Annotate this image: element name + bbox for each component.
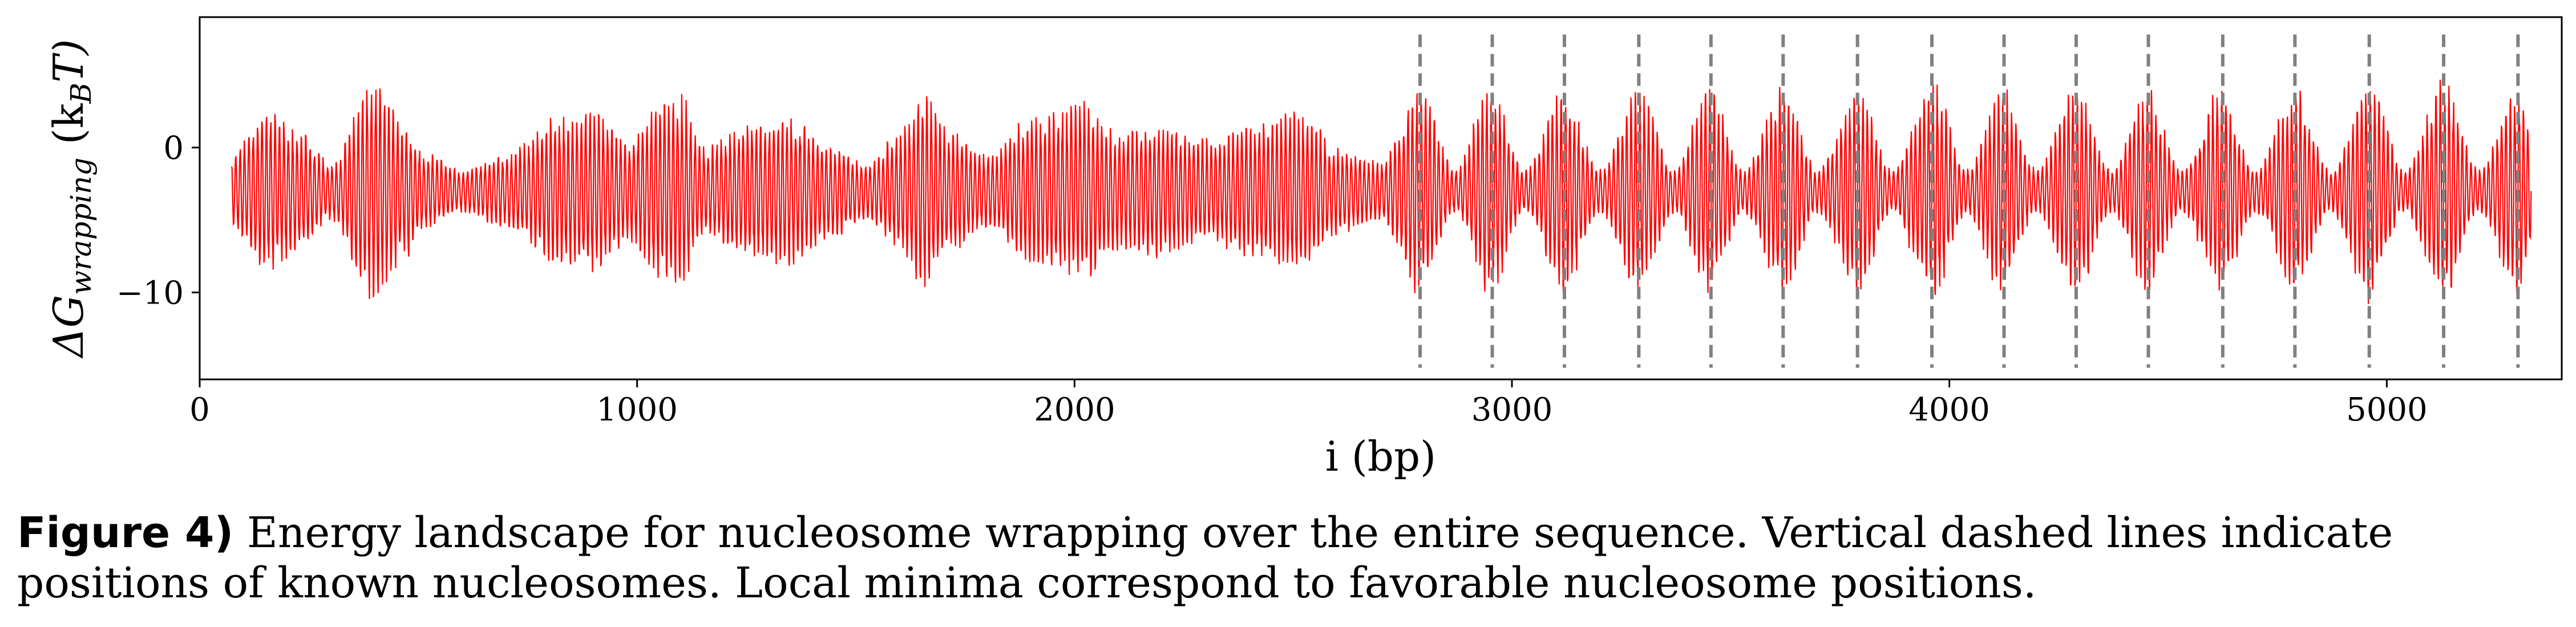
x-tick-label: 4000 <box>1908 391 1990 428</box>
caption-line-2: positions of known nucleosomes. Local mi… <box>17 559 2037 608</box>
y-axis-label-unit-subscript: B <box>64 83 98 104</box>
plot-area <box>230 34 2532 368</box>
y-axis-label-unit-open: (k <box>45 103 92 157</box>
chart: 0 1000 2000 3000 4000 5000 0 −10 i (bp) ΔGwrap… <box>45 16 2563 480</box>
y-axis-label-subscript: wrapping <box>64 157 98 295</box>
x-tick-label: 5000 <box>2346 391 2428 428</box>
y-axis-label: ΔGwrapping (kBT) <box>45 39 98 359</box>
y-tick-label: −10 <box>116 275 184 312</box>
caption-line-1: Energy landscape for nucleosome wrapping… <box>233 508 2393 557</box>
figure-caption: Figure 4) Energy landscape for nucleosom… <box>17 508 2556 608</box>
y-tick-label: 0 <box>163 130 184 167</box>
x-tick-label: 0 <box>189 391 210 428</box>
figure-label: Figure 4) <box>17 508 234 557</box>
y-axis-label-main: ΔG <box>45 295 92 359</box>
x-tick-label: 2000 <box>1034 391 1115 428</box>
plot-frame <box>199 16 2563 381</box>
y-axis-label-unit-close: T) <box>45 39 92 83</box>
x-axis: 0 1000 2000 3000 4000 5000 <box>189 379 2428 428</box>
y-axis: 0 −10 <box>116 130 200 312</box>
energy-series-line <box>230 79 2532 304</box>
x-tick-label: 3000 <box>1471 391 1553 428</box>
x-axis-label: i (bp) <box>1325 432 1436 480</box>
x-tick-label: 1000 <box>596 391 678 428</box>
